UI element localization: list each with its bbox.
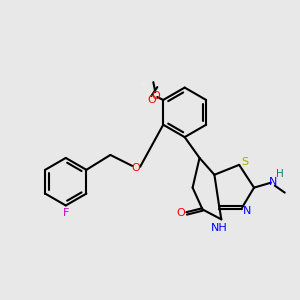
- Text: F: F: [63, 208, 69, 218]
- Text: NH: NH: [211, 223, 228, 233]
- Text: O: O: [151, 91, 160, 101]
- Text: H: H: [276, 169, 284, 179]
- Text: O: O: [153, 77, 154, 78]
- Text: O: O: [132, 163, 140, 173]
- Text: N: N: [269, 177, 277, 187]
- Text: O: O: [147, 95, 156, 105]
- Text: N: N: [243, 206, 251, 216]
- Text: O: O: [176, 208, 185, 218]
- Text: S: S: [242, 157, 249, 167]
- Text: methoxy: methoxy: [142, 83, 148, 85]
